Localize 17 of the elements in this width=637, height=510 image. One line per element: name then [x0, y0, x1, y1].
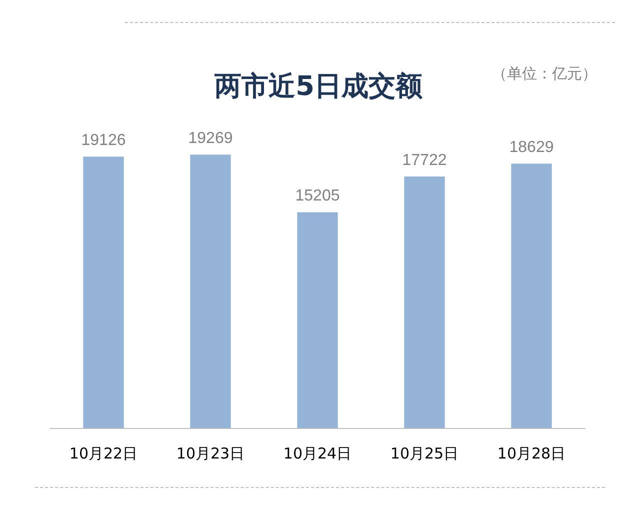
- bar: [297, 212, 338, 428]
- x-tick-label: 10月28日: [497, 444, 566, 462]
- x-tick-label: 10月22日: [69, 444, 138, 462]
- x-tick-label: 10月24日: [283, 444, 352, 462]
- data-label: 15205: [295, 188, 340, 205]
- x-tick-label: 10月25日: [390, 444, 459, 462]
- data-label: 19126: [81, 132, 126, 150]
- bar: [404, 176, 445, 428]
- data-label: 18629: [509, 139, 554, 156]
- bar: [511, 164, 552, 428]
- x-tick-label: 10月23日: [176, 444, 245, 462]
- data-label: 17722: [402, 152, 447, 170]
- text: （单位：亿元）: [492, 64, 597, 82]
- data-label: 19269: [188, 130, 233, 148]
- chart-title: 两市近5日成交额: [214, 71, 424, 102]
- bar: [83, 156, 124, 428]
- bar: [190, 154, 231, 428]
